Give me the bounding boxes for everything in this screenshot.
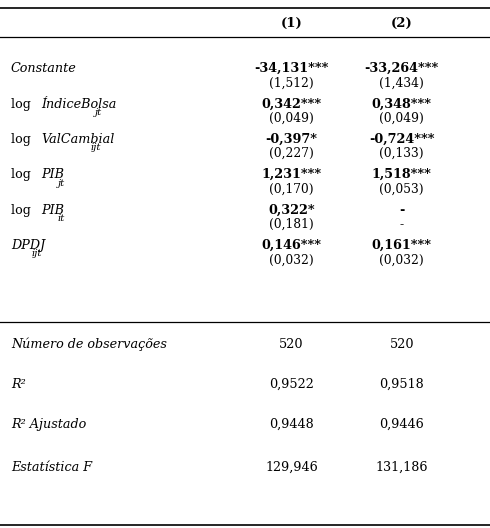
- Text: (2): (2): [391, 17, 413, 30]
- Text: (0,170): (0,170): [269, 183, 314, 195]
- Text: -0,397*: -0,397*: [266, 133, 318, 146]
- Text: 0,146***: 0,146***: [262, 239, 321, 252]
- Text: ijt: ijt: [32, 249, 42, 259]
- Text: Estatística F: Estatística F: [11, 461, 92, 474]
- Text: (1): (1): [281, 17, 302, 30]
- Text: 131,186: 131,186: [375, 461, 428, 474]
- Text: log: log: [11, 204, 33, 216]
- Text: ÍndiceBolsa: ÍndiceBolsa: [41, 98, 117, 110]
- Text: DPDJ: DPDJ: [11, 239, 45, 252]
- Text: 1,231***: 1,231***: [262, 168, 321, 181]
- Text: -33,264***: -33,264***: [365, 62, 439, 75]
- Text: log: log: [11, 133, 33, 146]
- Text: 0,9518: 0,9518: [379, 378, 424, 391]
- Text: 520: 520: [390, 338, 414, 351]
- Text: jt: jt: [95, 108, 102, 117]
- Text: (0,053): (0,053): [379, 183, 424, 195]
- Text: -: -: [400, 218, 404, 231]
- Text: (0,032): (0,032): [379, 253, 424, 266]
- Text: -0,724***: -0,724***: [369, 133, 435, 146]
- Text: 0,348***: 0,348***: [372, 98, 432, 110]
- Text: -34,131***: -34,131***: [254, 62, 329, 75]
- Text: it: it: [58, 214, 65, 223]
- Text: jt: jt: [58, 178, 65, 188]
- Text: 0,9446: 0,9446: [379, 418, 424, 431]
- Text: Número de observações: Número de observações: [11, 337, 167, 351]
- Text: log: log: [11, 98, 33, 110]
- Text: (0,227): (0,227): [269, 147, 314, 160]
- Text: (1,512): (1,512): [269, 77, 314, 89]
- Text: PIB: PIB: [41, 168, 64, 181]
- Text: ValCambial: ValCambial: [41, 133, 115, 146]
- Text: R² Ajustado: R² Ajustado: [11, 418, 86, 431]
- Text: (1,434): (1,434): [379, 77, 424, 89]
- Text: (0,032): (0,032): [269, 253, 314, 266]
- Text: R²: R²: [11, 378, 25, 391]
- Text: 0,9522: 0,9522: [269, 378, 314, 391]
- Text: (0,049): (0,049): [269, 112, 314, 125]
- Text: 1,518***: 1,518***: [372, 168, 432, 181]
- Text: 0,322*: 0,322*: [268, 204, 315, 216]
- Text: 129,946: 129,946: [265, 461, 318, 474]
- Text: (0,181): (0,181): [269, 218, 314, 231]
- Text: PIB: PIB: [41, 204, 64, 216]
- Text: (0,049): (0,049): [379, 112, 424, 125]
- Text: Constante: Constante: [11, 62, 76, 75]
- Text: 520: 520: [279, 338, 304, 351]
- Text: log: log: [11, 168, 33, 181]
- Text: -: -: [399, 204, 404, 216]
- Text: ijt: ijt: [90, 143, 100, 153]
- Text: 0,161***: 0,161***: [372, 239, 432, 252]
- Text: 0,9448: 0,9448: [269, 418, 314, 431]
- Text: 0,342***: 0,342***: [262, 98, 321, 110]
- Text: (0,133): (0,133): [379, 147, 424, 160]
